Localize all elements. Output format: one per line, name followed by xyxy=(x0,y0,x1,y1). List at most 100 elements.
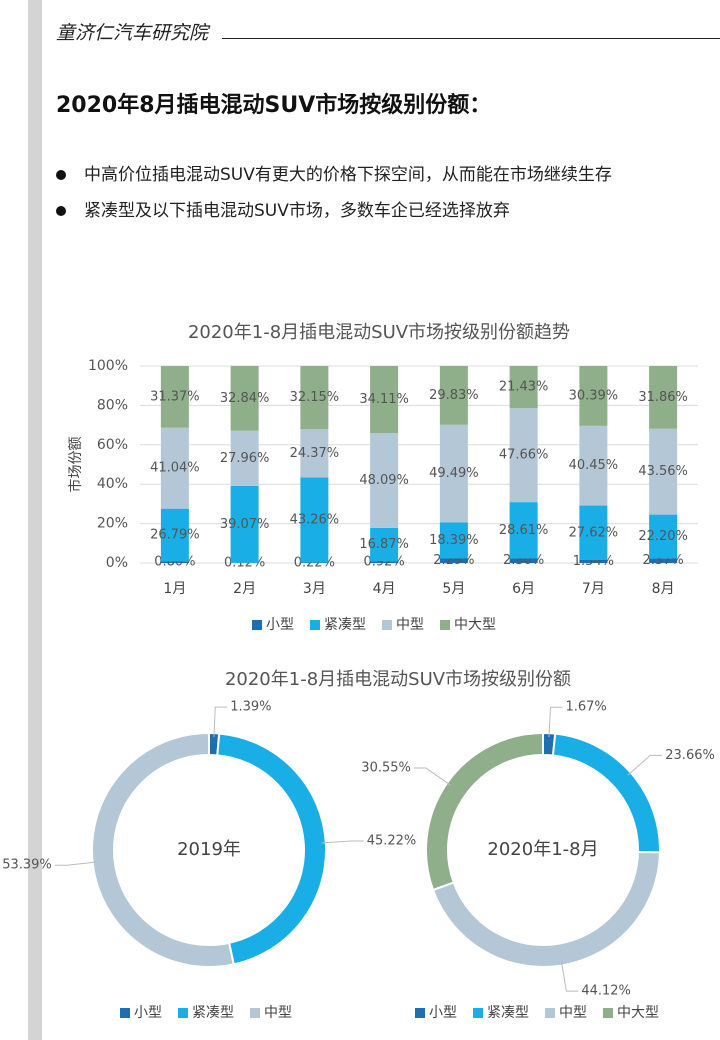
donut-slice xyxy=(91,731,235,968)
bullet: 紧凑型及以下插电混动SUV市场，多数车企已经选择放弃 xyxy=(56,196,510,221)
bar-segment xyxy=(230,430,259,486)
leader-line xyxy=(560,961,579,992)
bar-segment xyxy=(160,427,189,509)
y-tick-label: 80% xyxy=(97,397,128,413)
y-tick-label: 100% xyxy=(88,358,128,374)
leader-line xyxy=(413,767,451,786)
x-tick-label: 3月 xyxy=(303,581,326,597)
legend-swatch xyxy=(473,1008,483,1018)
value-label: 1.67% xyxy=(565,700,606,715)
header-rule xyxy=(222,38,720,39)
value-label: 31.37% xyxy=(150,389,200,404)
legend-swatch xyxy=(382,620,392,630)
leader-line xyxy=(548,706,563,738)
bar-segment xyxy=(439,424,468,523)
legend-label: 中型 xyxy=(264,1005,292,1021)
legend-swatch xyxy=(250,1008,260,1018)
value-label: 22.20% xyxy=(638,529,688,544)
bar-segment xyxy=(579,505,608,560)
legend-label: 紧凑型 xyxy=(192,1004,234,1021)
donut-slice xyxy=(551,732,661,854)
bar-segment xyxy=(370,561,399,563)
bar-segment xyxy=(370,366,399,434)
y-tick-label: 20% xyxy=(97,516,128,532)
legend-label: 紧凑型 xyxy=(487,1004,529,1021)
bar-segment xyxy=(300,429,329,478)
legend-label: 小型 xyxy=(266,617,294,633)
value-label: 28.61% xyxy=(499,523,549,538)
bar-segment xyxy=(509,558,538,563)
legend-swatch xyxy=(310,620,320,630)
bar-segment xyxy=(370,433,399,528)
value-label: 29.83% xyxy=(429,388,479,403)
legend-swatch xyxy=(440,620,450,630)
bar-segment xyxy=(579,366,608,426)
bar-segment xyxy=(230,366,259,431)
bar-segment xyxy=(370,527,399,562)
legend-label: 中型 xyxy=(559,1005,587,1021)
value-label: 31.86% xyxy=(638,390,688,405)
bar-segment xyxy=(649,428,678,515)
bar-segment xyxy=(509,408,538,503)
value-label: 21.43% xyxy=(499,380,549,395)
leader-line xyxy=(54,861,97,866)
value-label: 18.39% xyxy=(429,533,479,548)
legend-swatch xyxy=(120,1008,130,1018)
x-tick-label: 7月 xyxy=(582,581,605,597)
legend-swatch xyxy=(545,1008,555,1018)
bar-segment xyxy=(439,366,468,425)
bar-segment xyxy=(439,522,468,559)
bar-segment xyxy=(579,425,608,506)
value-label: 30.55% xyxy=(361,760,411,775)
value-label: 53.39% xyxy=(2,858,52,873)
x-tick-label: 2月 xyxy=(233,581,256,597)
bar-segment xyxy=(439,558,468,563)
value-label: 45.22% xyxy=(367,834,417,849)
value-label: 27.62% xyxy=(569,525,619,540)
value-label: 32.15% xyxy=(290,390,340,405)
donut-slice xyxy=(425,731,544,892)
bar-segment xyxy=(160,366,189,428)
value-label: 24.37% xyxy=(290,446,340,461)
chart-title: 2020年1-8月插电混动SUV市场按级别份额 xyxy=(225,669,571,690)
side-stripe xyxy=(28,0,42,1040)
value-label: 39.07% xyxy=(220,517,270,532)
bar-segment xyxy=(300,477,329,563)
x-tick-label: 5月 xyxy=(442,581,465,597)
y-tick-label: 60% xyxy=(97,437,128,453)
value-label: 41.04% xyxy=(150,461,200,476)
header: 童济仁汽车研究院 xyxy=(56,22,209,44)
bar-segment xyxy=(160,561,189,563)
legend-swatch xyxy=(178,1008,188,1018)
value-label: 40.45% xyxy=(569,458,619,473)
bar-segment xyxy=(230,485,259,563)
legend-swatch xyxy=(603,1008,613,1018)
value-label: 34.11% xyxy=(359,392,409,407)
value-label: 27.96% xyxy=(220,451,270,466)
legend-swatch xyxy=(415,1008,425,1018)
bar-segment xyxy=(649,558,678,563)
value-label: 23.66% xyxy=(665,748,715,763)
x-tick-label: 1月 xyxy=(163,581,186,597)
value-label: 1.39% xyxy=(230,700,271,715)
legend-label: 中型 xyxy=(396,617,424,633)
bar-segment xyxy=(649,514,678,559)
value-label: 32.84% xyxy=(220,391,270,406)
legend-label: 小型 xyxy=(134,1005,162,1021)
donut-slice xyxy=(431,850,661,968)
x-tick-label: 6月 xyxy=(512,581,535,597)
value-label: 26.79% xyxy=(150,528,200,543)
value-label: 44.12% xyxy=(581,984,631,999)
bar-segment xyxy=(649,366,678,429)
leader-line xyxy=(321,840,364,844)
value-label: 43.56% xyxy=(638,464,688,479)
value-label: 43.26% xyxy=(290,512,340,527)
value-label: 16.87% xyxy=(359,537,409,552)
center-label: 2020年1-8月 xyxy=(487,839,598,860)
x-tick-label: 8月 xyxy=(652,581,675,597)
leader-line xyxy=(213,706,228,738)
bar-segment xyxy=(579,559,608,563)
x-tick-label: 4月 xyxy=(373,581,396,597)
